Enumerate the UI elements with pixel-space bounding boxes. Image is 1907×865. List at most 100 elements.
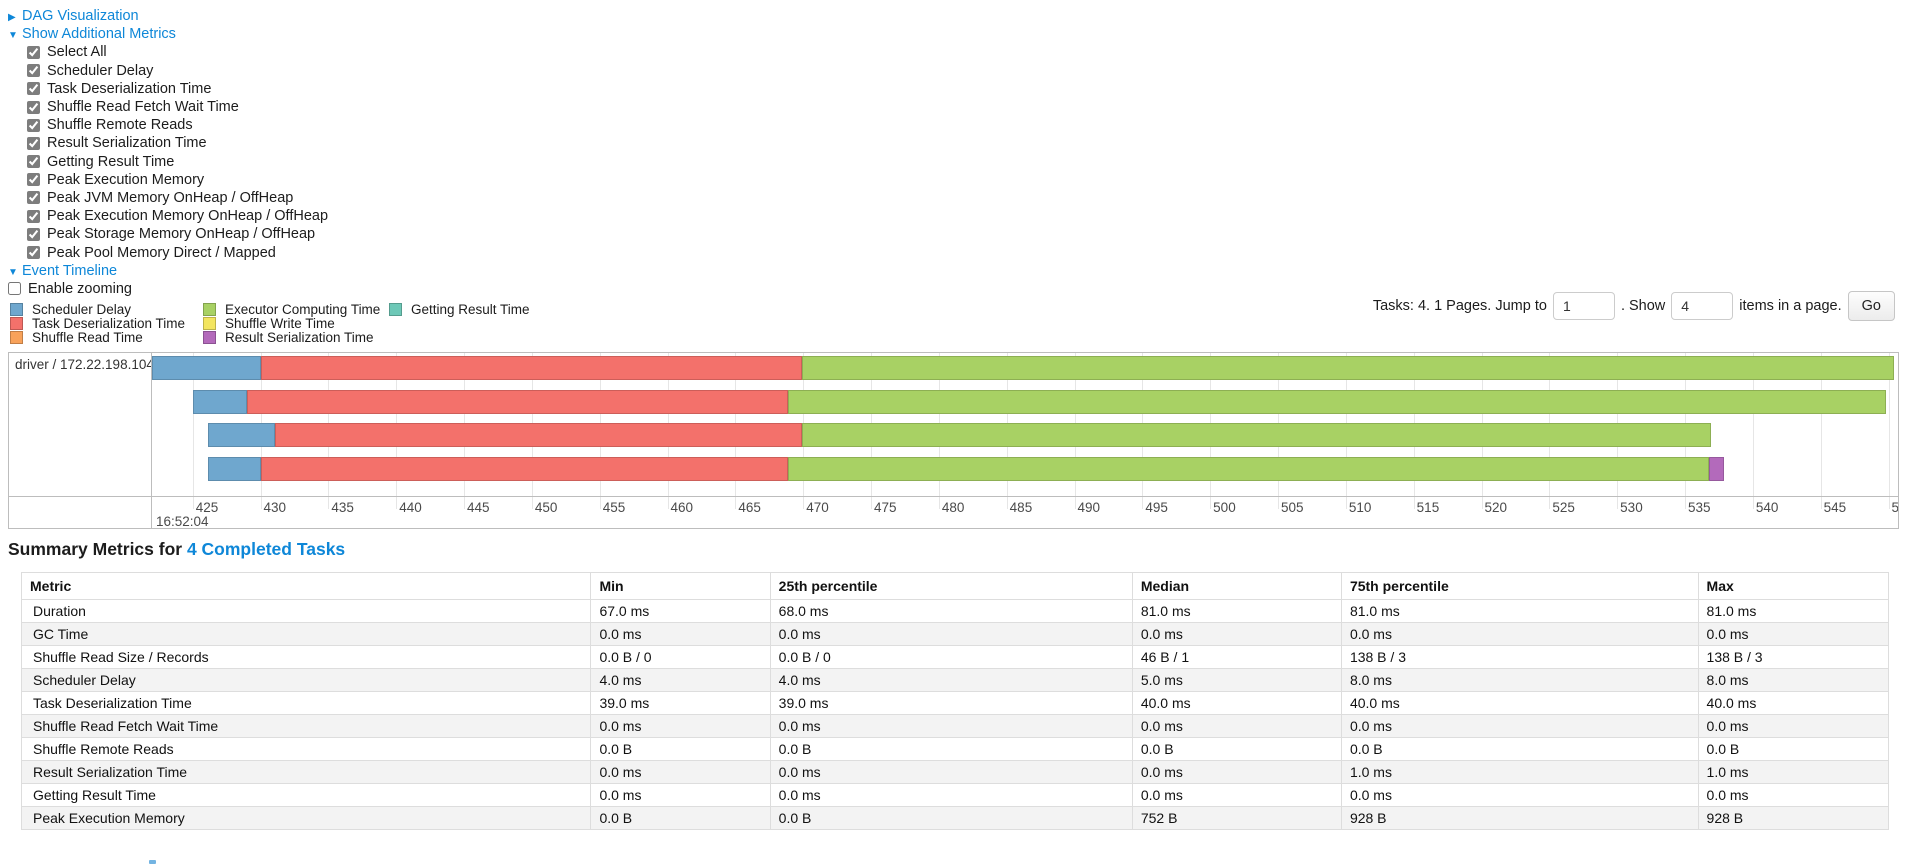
task-segment-executor-computing[interactable] <box>788 456 1710 481</box>
min-cell: 0.0 B <box>590 737 771 761</box>
legend-label: Task Deserialization Time <box>32 316 186 332</box>
metric-checkbox-row[interactable]: Peak JVM Memory OnHeap / OffHeap <box>27 189 1907 207</box>
max-cell: 0.0 ms <box>1697 783 1890 807</box>
metric-checkbox-row[interactable]: Peak Pool Memory Direct / Mapped <box>27 243 1907 261</box>
enable-zooming-checkbox[interactable] <box>8 282 21 296</box>
gridline <box>192 353 194 509</box>
min-cell: 0.0 ms <box>590 783 771 807</box>
metric-name-cell: Shuffle Read Fetch Wait Time <box>20 714 592 738</box>
table-body: Duration 67.0 ms 68.0 ms 81.0 ms 81.0 ms… <box>20 599 1890 830</box>
metric-checkbox[interactable] <box>27 136 40 150</box>
max-cell: 0.0 B <box>1697 737 1890 761</box>
table-row: Result Serialization Time 0.0 ms 0.0 ms … <box>20 760 1890 784</box>
timeline-plot <box>152 353 1898 509</box>
axis-tick-label: 465 <box>738 500 761 515</box>
task-segment-scheduler-delay[interactable] <box>207 423 276 447</box>
summary-metrics-table: Metric Min 25th percentile Median 75th perce… <box>20 572 1890 830</box>
metric-checkbox[interactable] <box>27 246 40 260</box>
metric-checkbox-row[interactable]: Peak Execution Memory <box>27 171 1907 189</box>
metric-checkbox-row[interactable]: Select All <box>27 43 1907 61</box>
completed-tasks-link[interactable]: 4 Completed Tasks <box>186 539 346 559</box>
legend-item: Getting Result Time <box>389 302 530 317</box>
task-count-text: Tasks: 4. 1 Pages. Jump to <box>1372 298 1547 314</box>
metric-checkbox[interactable] <box>27 209 40 223</box>
legend-label: Executor Computing Time <box>225 302 381 317</box>
task-segment-task-deserialization[interactable] <box>275 423 802 447</box>
page-size-input[interactable] <box>1671 292 1734 320</box>
metric-checkbox-row[interactable]: Shuffle Remote Reads <box>27 116 1907 134</box>
metric-name-cell: Scheduler Delay <box>20 668 592 692</box>
items-per-page-label: items in a page. <box>1739 298 1842 314</box>
summary-title-text: Summary Metrics for <box>8 539 187 559</box>
p25-cell: 4.0 ms <box>769 668 1133 692</box>
max-cell: 40.0 ms <box>1697 691 1890 715</box>
legend-label: Getting Result Time <box>411 302 530 317</box>
metric-checkbox[interactable] <box>27 64 40 78</box>
axis-tick-label: 425 <box>195 500 219 515</box>
task-segment-scheduler-delay[interactable] <box>192 389 247 414</box>
table-header-cell: 25th percentile <box>769 572 1133 600</box>
table-row: Task Deserialization Time 39.0 ms 39.0 m… <box>20 691 1890 715</box>
metric-checkbox-label: Select All <box>47 44 107 61</box>
task-segment-executor-computing[interactable] <box>801 356 1894 380</box>
metric-name-cell: Task Deserialization Time <box>20 691 592 715</box>
metric-checkbox[interactable] <box>27 227 40 241</box>
axis-tick-label: 490 <box>1077 500 1101 515</box>
axis-tick-label: 440 <box>399 500 422 515</box>
metric-checkbox[interactable] <box>27 118 40 132</box>
metric-checkbox-row[interactable]: Scheduler Delay <box>27 62 1907 80</box>
median-cell: 0.0 B <box>1131 737 1342 761</box>
axis-tick-label: 475 <box>874 500 897 515</box>
metric-checkbox-row[interactable]: Task Deserialization Time <box>27 80 1907 98</box>
min-cell: 39.0 ms <box>590 691 771 715</box>
metric-checkbox[interactable] <box>27 82 40 96</box>
max-cell: 0.0 ms <box>1697 714 1890 738</box>
event-timeline-toggle[interactable]: ▼ Event Timeline <box>8 262 1907 280</box>
metric-checkbox[interactable] <box>27 155 40 169</box>
metric-checkbox-row[interactable]: Getting Result Time <box>27 153 1907 171</box>
axis-tick-label: 435 <box>331 500 354 515</box>
p75-cell: 8.0 ms <box>1340 668 1699 692</box>
metric-checkbox-row[interactable]: Result Serialization Time <box>27 134 1907 152</box>
task-segment-executor-computing[interactable] <box>801 423 1711 447</box>
legend-column: Scheduler Delay Task Deserialization Time… <box>10 302 203 346</box>
task-segment-task-deserialization[interactable] <box>260 456 789 481</box>
task-segment-result-serialization[interactable] <box>1709 456 1725 481</box>
dag-visualization-toggle[interactable]: ▶ DAG Visualization <box>8 7 1907 25</box>
p25-cell: 68.0 ms <box>769 599 1133 623</box>
median-cell: 0.0 ms <box>1131 783 1342 807</box>
task-segment-task-deserialization[interactable] <box>260 356 802 380</box>
metric-checkbox[interactable] <box>27 45 40 59</box>
metric-checkbox-row[interactable]: Shuffle Read Fetch Wait Time <box>27 98 1907 116</box>
axis-tick-label: 520 <box>1484 500 1508 515</box>
legend-swatch <box>10 317 23 331</box>
metric-checkbox-row[interactable]: Peak Storage Memory OnHeap / OffHeap <box>27 225 1907 243</box>
task-segment-scheduler-delay[interactable] <box>152 356 261 380</box>
show-additional-metrics-toggle[interactable]: ▼ Show Additional Metrics <box>8 25 1907 43</box>
metric-checkbox-row[interactable]: Peak Execution Memory OnHeap / OffHeap <box>27 207 1907 225</box>
axis-major-label: 16:52:04 <box>156 514 209 529</box>
jump-to-page-input[interactable] <box>1552 292 1615 320</box>
p75-cell: 138 B / 3 <box>1340 645 1699 669</box>
median-cell: 752 B <box>1131 806 1342 830</box>
legend-item: Executor Computing Time <box>203 302 389 317</box>
go-button[interactable]: Go <box>1847 291 1895 321</box>
enable-zooming-row[interactable]: Enable zooming <box>8 280 1907 298</box>
table-row: Scheduler Delay 4.0 ms 4.0 ms 5.0 ms 8.0… <box>20 668 1890 692</box>
axis-tick-label: 430 <box>263 500 287 515</box>
task-segment-executor-computing[interactable] <box>788 389 1886 414</box>
p75-cell: 0.0 B <box>1340 737 1699 761</box>
axis-tick-label: 510 <box>1348 500 1372 515</box>
p75-cell: 928 B <box>1340 806 1699 830</box>
metric-checkbox[interactable] <box>27 173 40 187</box>
metric-checkbox[interactable] <box>27 191 40 205</box>
metric-checkbox[interactable] <box>27 100 40 114</box>
expanded-arrow-icon: ▼ <box>8 30 18 42</box>
axis-tick-label: 445 <box>467 500 490 515</box>
task-segment-scheduler-delay[interactable] <box>207 456 261 481</box>
legend-item: Shuffle Read Time <box>10 331 203 345</box>
table-header-cell: 75th percentile <box>1340 572 1699 600</box>
stage-controls: ▶ DAG Visualization ▼ Show Additional Metr… <box>0 0 1907 298</box>
median-cell: 81.0 ms <box>1131 599 1342 623</box>
task-segment-task-deserialization[interactable] <box>246 389 789 414</box>
